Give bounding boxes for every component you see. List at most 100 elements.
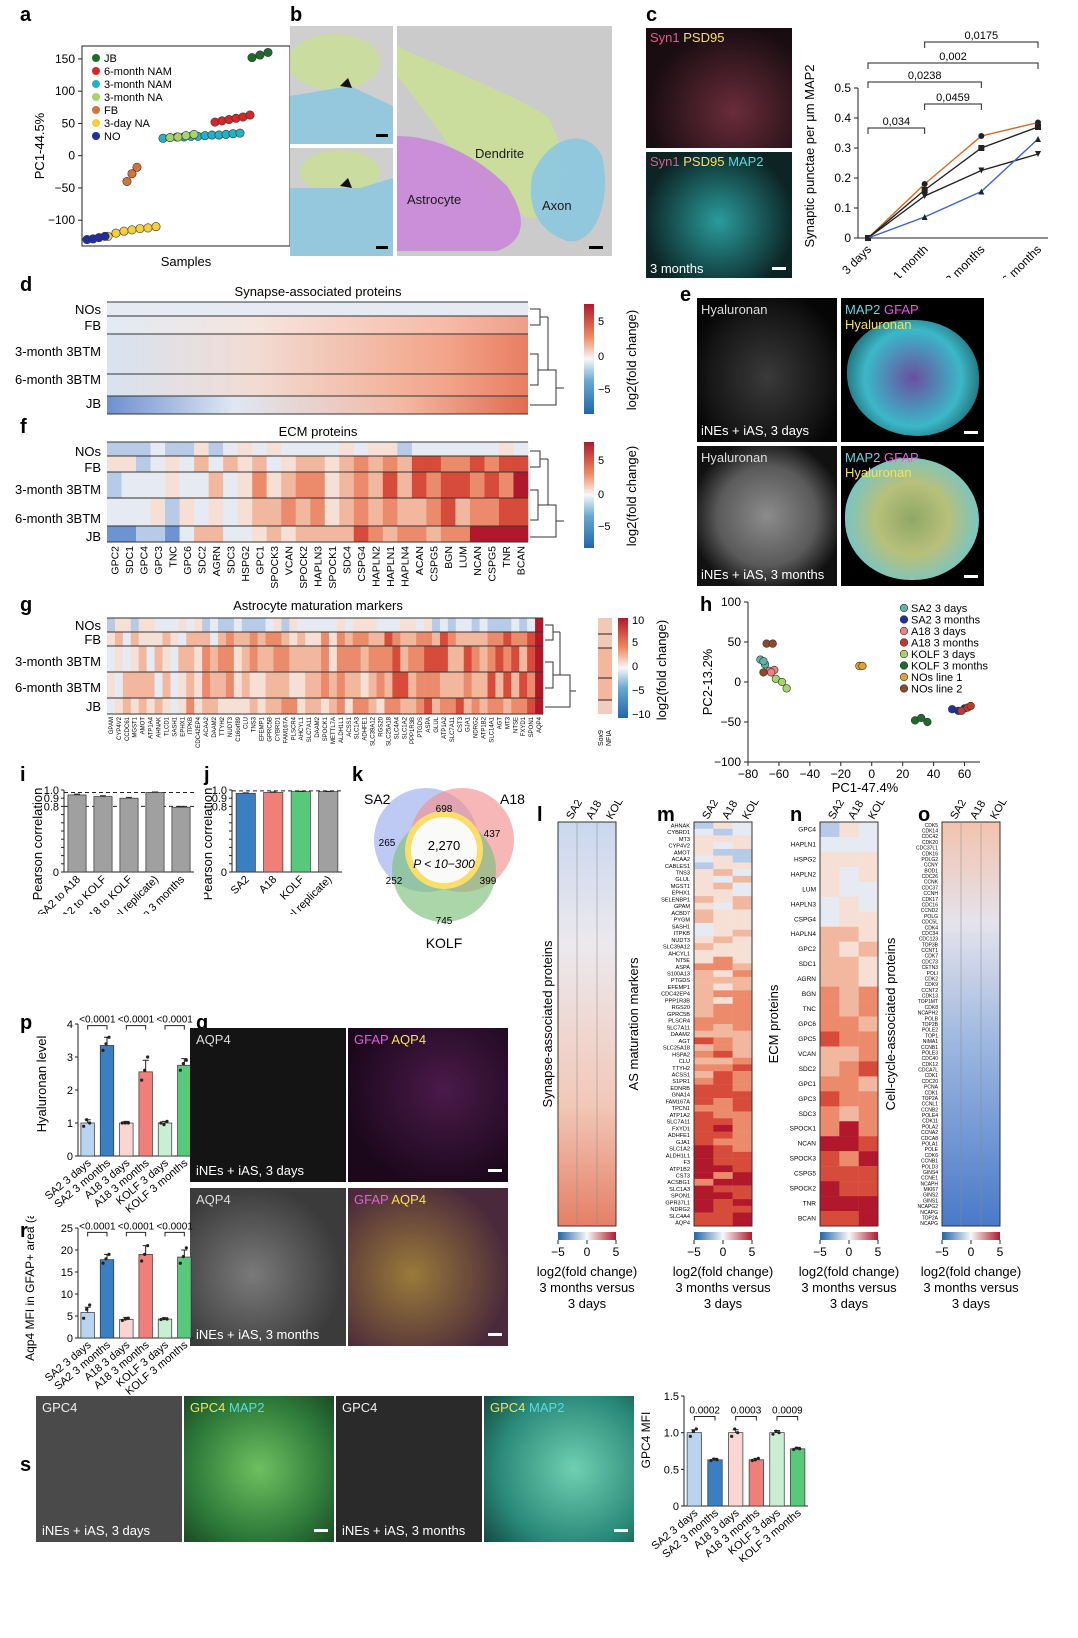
panel-f-row-nos: NOs xyxy=(75,444,102,459)
panel-m-cell xyxy=(694,822,714,829)
heat-colorbar-tick-label: 0 xyxy=(720,1245,727,1259)
panel-n-row-label: SPOCK3 xyxy=(790,1156,817,1163)
panel-m-cell xyxy=(713,1104,733,1112)
panel-n-row-label: TNC xyxy=(803,1006,817,1013)
panel-n-cell xyxy=(820,926,840,942)
panel-n-cell xyxy=(820,1076,840,1092)
heat-colorbar-label: log2(fold change) xyxy=(537,1264,637,1279)
j-plot-bar xyxy=(235,792,256,873)
panel-m-cell xyxy=(713,923,733,930)
panel-g-cell xyxy=(202,632,211,646)
j-plot-xtick-label: A18 xyxy=(257,874,279,896)
panel-n-cell xyxy=(839,822,859,838)
panel-a-legend-dot xyxy=(92,54,100,62)
panel-m-cell xyxy=(732,997,753,1004)
panel-f-cell xyxy=(339,472,355,498)
panel-a-point xyxy=(247,53,257,63)
panel-g-cell xyxy=(217,618,227,632)
panel-m-cell xyxy=(732,976,753,984)
panel-g-col-label: CCDC61 xyxy=(125,716,131,741)
em-label-astrocyte: Astrocyte xyxy=(407,192,462,207)
panel-letter-n: n xyxy=(790,804,803,826)
panel-g-col-label: NDRG2 xyxy=(474,716,480,738)
panel-g-cell xyxy=(360,672,369,698)
panel-c-marker xyxy=(978,188,985,195)
panel-n-row-label: BCAN xyxy=(798,1216,816,1223)
panel-g-cell xyxy=(202,672,211,698)
panel-g-cell xyxy=(170,698,179,714)
panel-f-cell xyxy=(107,442,122,456)
panel-m-cell xyxy=(694,1024,714,1031)
panel-f-cell xyxy=(121,456,137,472)
panel-g-cell xyxy=(376,646,385,672)
panel-m-row-label: ACAA2 xyxy=(672,857,690,863)
panel-c-marker xyxy=(978,133,985,139)
panel-f-cell xyxy=(281,472,297,498)
heat-colorbar-tick-label: 0 xyxy=(968,1245,975,1259)
panel-g-cell xyxy=(416,618,425,632)
panel-g-col-label: CLU xyxy=(244,717,250,729)
panel-c-xtick-label: 3 months xyxy=(943,242,988,278)
panel-n-cell xyxy=(839,1076,859,1092)
panel-g-cbar-5: 5 xyxy=(632,637,638,649)
panel-g-col-label: FAM167A xyxy=(283,717,289,743)
r-plot-dot xyxy=(159,1317,163,1322)
panel-f-cell xyxy=(426,526,442,542)
p-plot-ytick-label: 2 xyxy=(67,1085,73,1097)
p-plot-dot xyxy=(181,1062,185,1066)
panel-g-cell xyxy=(233,632,243,646)
r-plot-bar xyxy=(99,1259,115,1339)
panel-f-cell xyxy=(208,472,224,498)
panel-g-cell xyxy=(122,646,132,672)
panel-g-cell xyxy=(194,632,203,646)
panel-g-cell xyxy=(392,698,401,714)
stain-q2-aqp4: AQP4 xyxy=(391,1192,427,1207)
hyaluronan-3m-merge: MAP2 GFAP Hyaluronan xyxy=(841,446,984,586)
panel-n-cell xyxy=(820,1046,840,1062)
panel-f-cell xyxy=(426,498,442,526)
panel-m-row-label: GJA1 xyxy=(676,1140,690,1146)
panel-n-row-label: GPC3 xyxy=(798,1096,816,1103)
panel-g-cell xyxy=(249,698,258,714)
panel-g-cell xyxy=(170,618,179,632)
panel-g-cell xyxy=(217,632,227,646)
panel-m-row-label: AHNAK xyxy=(671,823,691,829)
panel-g-cell xyxy=(424,646,433,672)
panel-n-col-label: A18 xyxy=(846,800,866,822)
panel-f-cell xyxy=(368,456,384,472)
panel-n-cell xyxy=(820,956,840,972)
panel-a-legend-label: 3-month NAM xyxy=(104,79,172,91)
heat-colorbar xyxy=(820,1232,878,1240)
panel-h-xtick-label: −60 xyxy=(769,767,790,781)
panel-c-pbracket xyxy=(867,62,1039,69)
r-plot-dot xyxy=(104,1257,108,1261)
panel-m-cell xyxy=(732,1118,753,1126)
panel-g-cell xyxy=(535,672,544,698)
s-plot-dot xyxy=(771,1432,775,1436)
panel-f-col-label: BGN xyxy=(443,546,455,569)
panel-f-cell xyxy=(121,442,137,456)
panel-m-cell xyxy=(694,875,714,883)
panel-f-cell xyxy=(397,498,413,526)
p-plot-dot xyxy=(85,1118,89,1122)
panel-m-cell xyxy=(694,970,714,978)
panel-g-cell xyxy=(154,632,163,646)
panel-f-col-label: GPC3 xyxy=(153,546,165,575)
panel-g-col-label: ATP1A2 xyxy=(442,716,448,739)
panel-o-row-label: CDK8 xyxy=(925,1005,939,1011)
panel-f-cell xyxy=(252,526,267,542)
panel-g-cell xyxy=(392,646,401,672)
panel-o-row-label: CDK1 xyxy=(925,1090,939,1096)
panel-d-cbar-5: 5 xyxy=(598,316,604,328)
panel-c-series-line xyxy=(867,138,1039,239)
panel-f-cell xyxy=(469,456,485,472)
panel-g-cell xyxy=(249,672,258,698)
panel-f-cell xyxy=(281,442,297,456)
panel-f-col-label: CSPG5 xyxy=(487,546,499,582)
panel-f-cell xyxy=(281,498,297,526)
panel-h-xlabel: PC1-47.4% xyxy=(832,780,899,795)
panel-o-row-label: CCNT2 xyxy=(921,988,938,994)
panel-g-col-label: SLC4A4 xyxy=(394,716,400,739)
panel-f-cell xyxy=(121,498,137,526)
